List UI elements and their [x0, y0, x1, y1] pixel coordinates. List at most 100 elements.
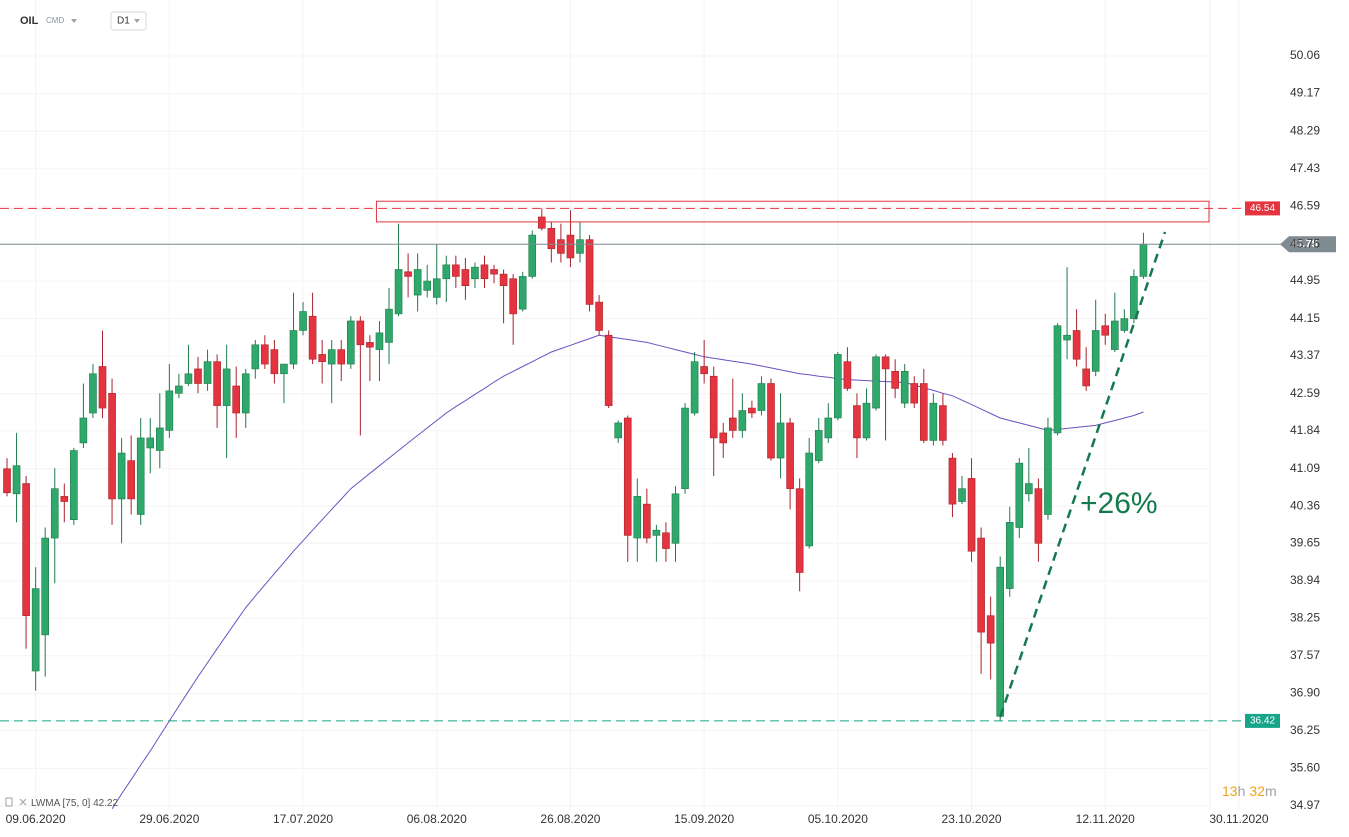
candle-body — [528, 234, 537, 277]
candle-body — [452, 264, 460, 277]
y-tick-label: 48.29 — [1290, 123, 1320, 137]
y-tick-label: 50.06 — [1290, 48, 1320, 62]
candle-body — [1130, 276, 1138, 319]
y-tick-label: 36.25 — [1290, 723, 1320, 737]
candle-body — [1101, 325, 1110, 336]
candle-body — [1025, 483, 1033, 495]
market[interactable]: CMD — [46, 16, 64, 25]
candle-body — [1120, 318, 1129, 331]
x-tick-label: 29.06.2020 — [139, 812, 199, 826]
candle-body — [728, 417, 737, 431]
candle-body — [767, 383, 775, 459]
x-tick-label: 26.08.2020 — [540, 812, 600, 826]
candle-body — [356, 320, 365, 346]
candle-body — [604, 334, 613, 406]
candle-body — [461, 269, 470, 287]
candle-body — [872, 356, 880, 409]
candle-body — [346, 320, 355, 365]
lwma-line — [111, 334, 1144, 810]
candle-body — [117, 452, 126, 500]
candle-body — [834, 354, 842, 419]
candle-body — [929, 402, 938, 441]
candle-body — [681, 407, 689, 489]
y-tick-label: 39.65 — [1290, 535, 1320, 549]
candle-body — [490, 269, 498, 275]
x-tick-label: 12.11.2020 — [1076, 812, 1135, 826]
candle-body — [1044, 427, 1052, 515]
candle-body — [853, 405, 861, 439]
x-tick-label: 06.08.2020 — [407, 812, 467, 826]
candle-body — [509, 278, 517, 315]
candle-body — [3, 468, 11, 494]
interval[interactable]: D1 — [117, 16, 130, 27]
candle-body — [394, 269, 403, 315]
y-tick-label: 35.60 — [1290, 761, 1320, 775]
x-tick-label: 05.10.2020 — [808, 812, 868, 826]
candle-body — [31, 588, 40, 672]
candle-body — [814, 430, 823, 461]
level-label: 36.42 — [1250, 716, 1275, 727]
level-tag — [1245, 713, 1280, 728]
candle-body — [108, 393, 116, 500]
level-label: 46.54 — [1250, 203, 1275, 214]
candle-body — [1072, 330, 1081, 360]
candle-body — [261, 344, 269, 365]
candle-body — [633, 496, 642, 539]
interval-box[interactable] — [110, 11, 147, 31]
indicator-icon[interactable] — [5, 797, 13, 807]
candle-body — [337, 349, 346, 365]
candle-body — [948, 457, 957, 505]
candle-body — [136, 437, 145, 515]
countdown-hours: 13 — [1222, 783, 1238, 799]
candle-body — [471, 266, 479, 280]
symbol[interactable]: OIL — [20, 15, 39, 27]
interval-dropdown[interactable] — [134, 19, 140, 23]
y-tick-label: 37.57 — [1290, 648, 1320, 662]
candle-body — [1082, 368, 1090, 387]
y-tick-label: 43.37 — [1290, 348, 1320, 362]
candle-body — [891, 371, 899, 389]
candle-body — [70, 450, 78, 521]
y-tick-label: 38.25 — [1290, 611, 1320, 625]
candle-body — [442, 264, 451, 280]
current-price-tag — [1280, 236, 1336, 253]
candle-body — [50, 488, 59, 539]
candle-body — [127, 460, 135, 500]
candle-body — [327, 349, 336, 365]
x-tick-label: 15.09.2020 — [674, 812, 734, 826]
candle-body — [366, 342, 374, 348]
y-tick-label: 49.17 — [1290, 86, 1320, 100]
candle-body — [967, 478, 976, 552]
candle-body — [824, 417, 833, 439]
annotation: +26% — [1080, 487, 1158, 520]
indicator-remove[interactable] — [19, 798, 27, 806]
candle-body — [1005, 522, 1014, 589]
candle-body — [795, 488, 804, 573]
candle-body — [12, 465, 21, 495]
countdown-minutes: 32 — [1249, 783, 1265, 799]
candle-body — [232, 385, 240, 414]
candle-body — [41, 537, 50, 636]
candle-body — [213, 361, 221, 406]
y-tick-label: 42.59 — [1290, 386, 1320, 400]
candle-body — [671, 493, 680, 544]
candle-body — [748, 407, 756, 414]
symbol-dropdown[interactable] — [71, 19, 77, 23]
candle-body — [843, 361, 852, 389]
candle-body — [318, 354, 326, 362]
candle-body — [958, 488, 966, 502]
y-tick-label: 36.90 — [1290, 686, 1320, 700]
countdown-h: h — [1238, 783, 1246, 799]
candle-body — [881, 356, 890, 370]
candle-body — [299, 311, 307, 331]
y-tick-label: 41.09 — [1290, 461, 1320, 475]
candle-body — [614, 422, 623, 439]
candle-body — [576, 239, 584, 254]
x-tick-label: 17.07.2020 — [273, 812, 333, 826]
candle-body — [1034, 488, 1043, 544]
candle-body — [910, 383, 919, 404]
candle-body — [566, 234, 575, 259]
candle-body — [432, 278, 441, 298]
